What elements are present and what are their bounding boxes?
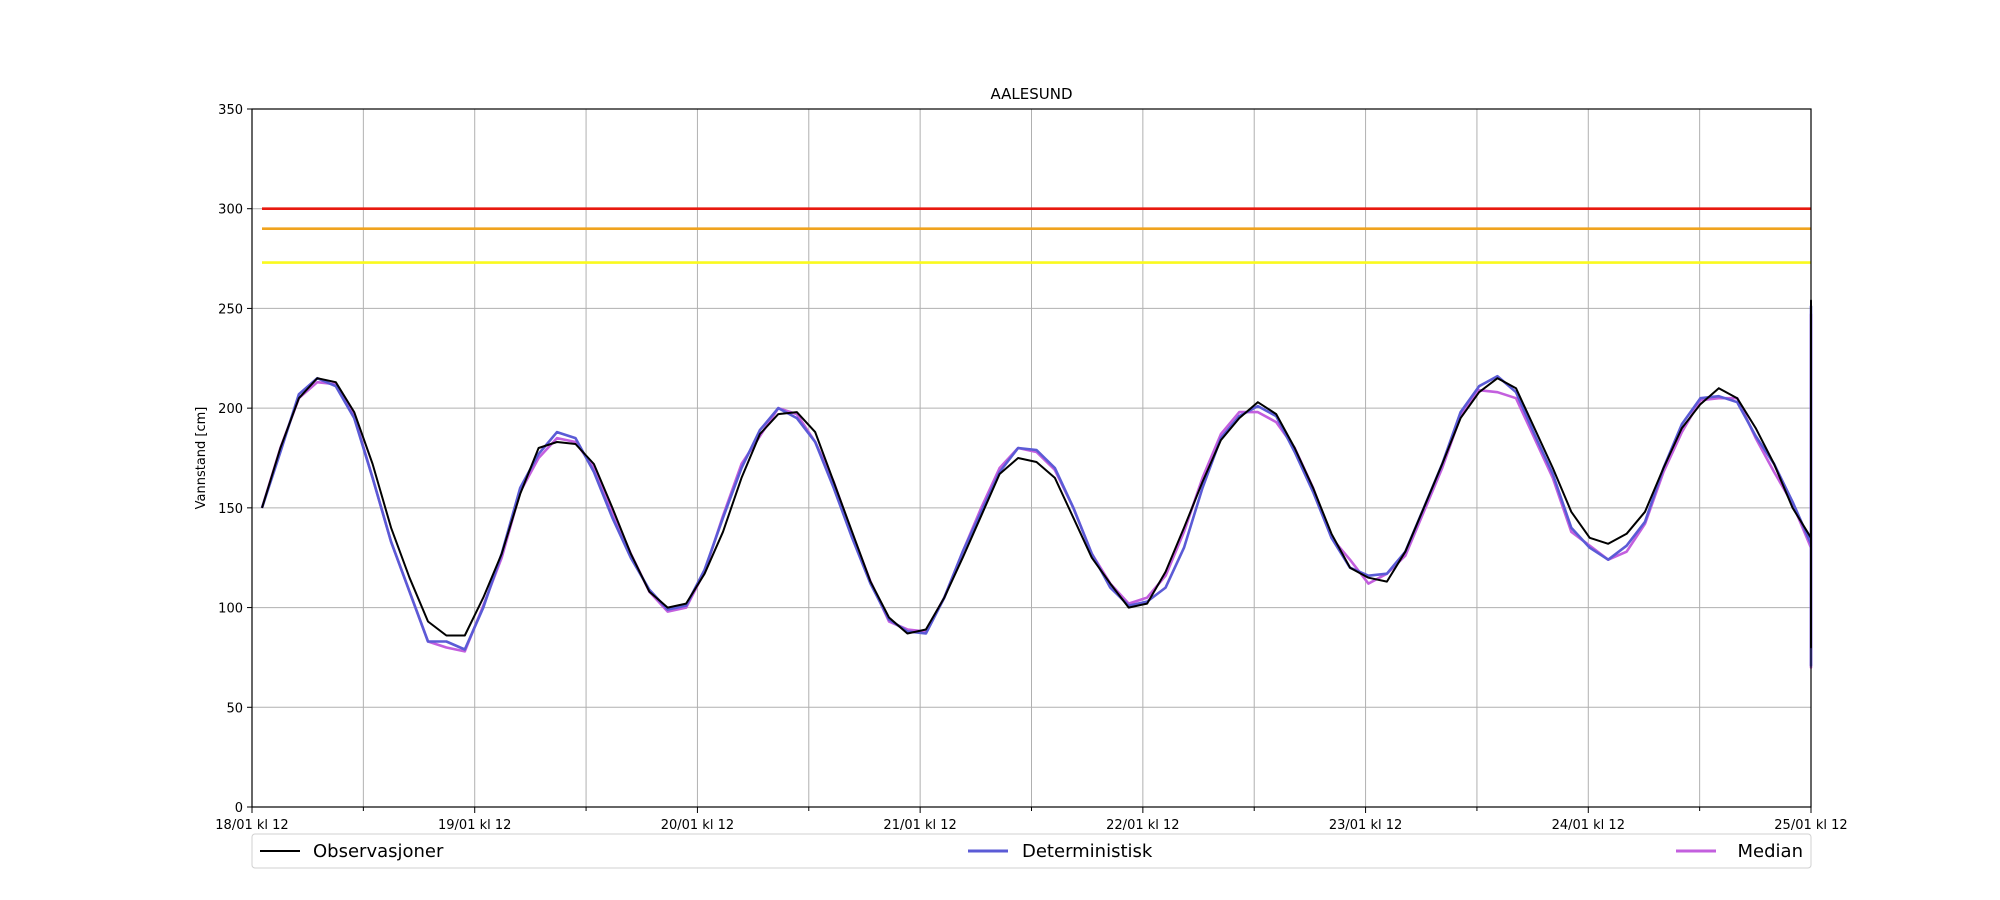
x-tick-label: 19/01 kl 12 bbox=[438, 818, 511, 833]
y-axis-label: Vannstand [cm] bbox=[194, 407, 209, 510]
y-tick-label: 150 bbox=[218, 502, 243, 517]
x-tick-label: 21/01 kl 12 bbox=[883, 818, 956, 833]
threshold-lines bbox=[262, 207, 1811, 264]
x-tick-label: 20/01 kl 12 bbox=[661, 818, 734, 833]
series-line-deterministisk bbox=[260, 305, 1813, 667]
y-tick-label: 50 bbox=[226, 701, 243, 716]
legend-box bbox=[251, 833, 1812, 869]
grid bbox=[251, 108, 1812, 808]
chart-title: AALESUND bbox=[990, 85, 1072, 103]
legend-label: Median bbox=[1738, 841, 1803, 862]
legend: Observasjoner Deterministisk Median bbox=[251, 833, 1812, 869]
x-axis-ticks: 18/01 kl 12 19/01 kl 12 20/01 kl 12 21/01 k… bbox=[215, 807, 1848, 833]
x-tick-label: 22/01 kl 12 bbox=[1106, 818, 1179, 833]
y-tick-label: 350 bbox=[218, 103, 243, 118]
legend-label: Observasjoner bbox=[313, 841, 444, 862]
series-line-median bbox=[260, 313, 1813, 669]
x-tick-label: 18/01 kl 12 bbox=[215, 818, 288, 833]
x-tick-label: 24/01 kl 12 bbox=[1552, 818, 1625, 833]
y-axis-ticks: 0 50 100 150 200 250 300 350 bbox=[218, 103, 252, 816]
x-tick-label: 25/01 kl 12 bbox=[1774, 818, 1847, 833]
y-tick-label: 300 bbox=[218, 203, 243, 218]
series-line-observasjoner bbox=[261, 299, 1812, 649]
y-tick-label: 100 bbox=[218, 602, 243, 617]
legend-label: Deterministisk bbox=[1022, 841, 1153, 862]
y-tick-label: 200 bbox=[218, 402, 243, 417]
series-lines bbox=[260, 299, 1813, 669]
y-tick-label: 250 bbox=[218, 302, 243, 317]
y-tick-label: 0 bbox=[235, 801, 243, 816]
x-tick-label: 23/01 kl 12 bbox=[1329, 818, 1402, 833]
